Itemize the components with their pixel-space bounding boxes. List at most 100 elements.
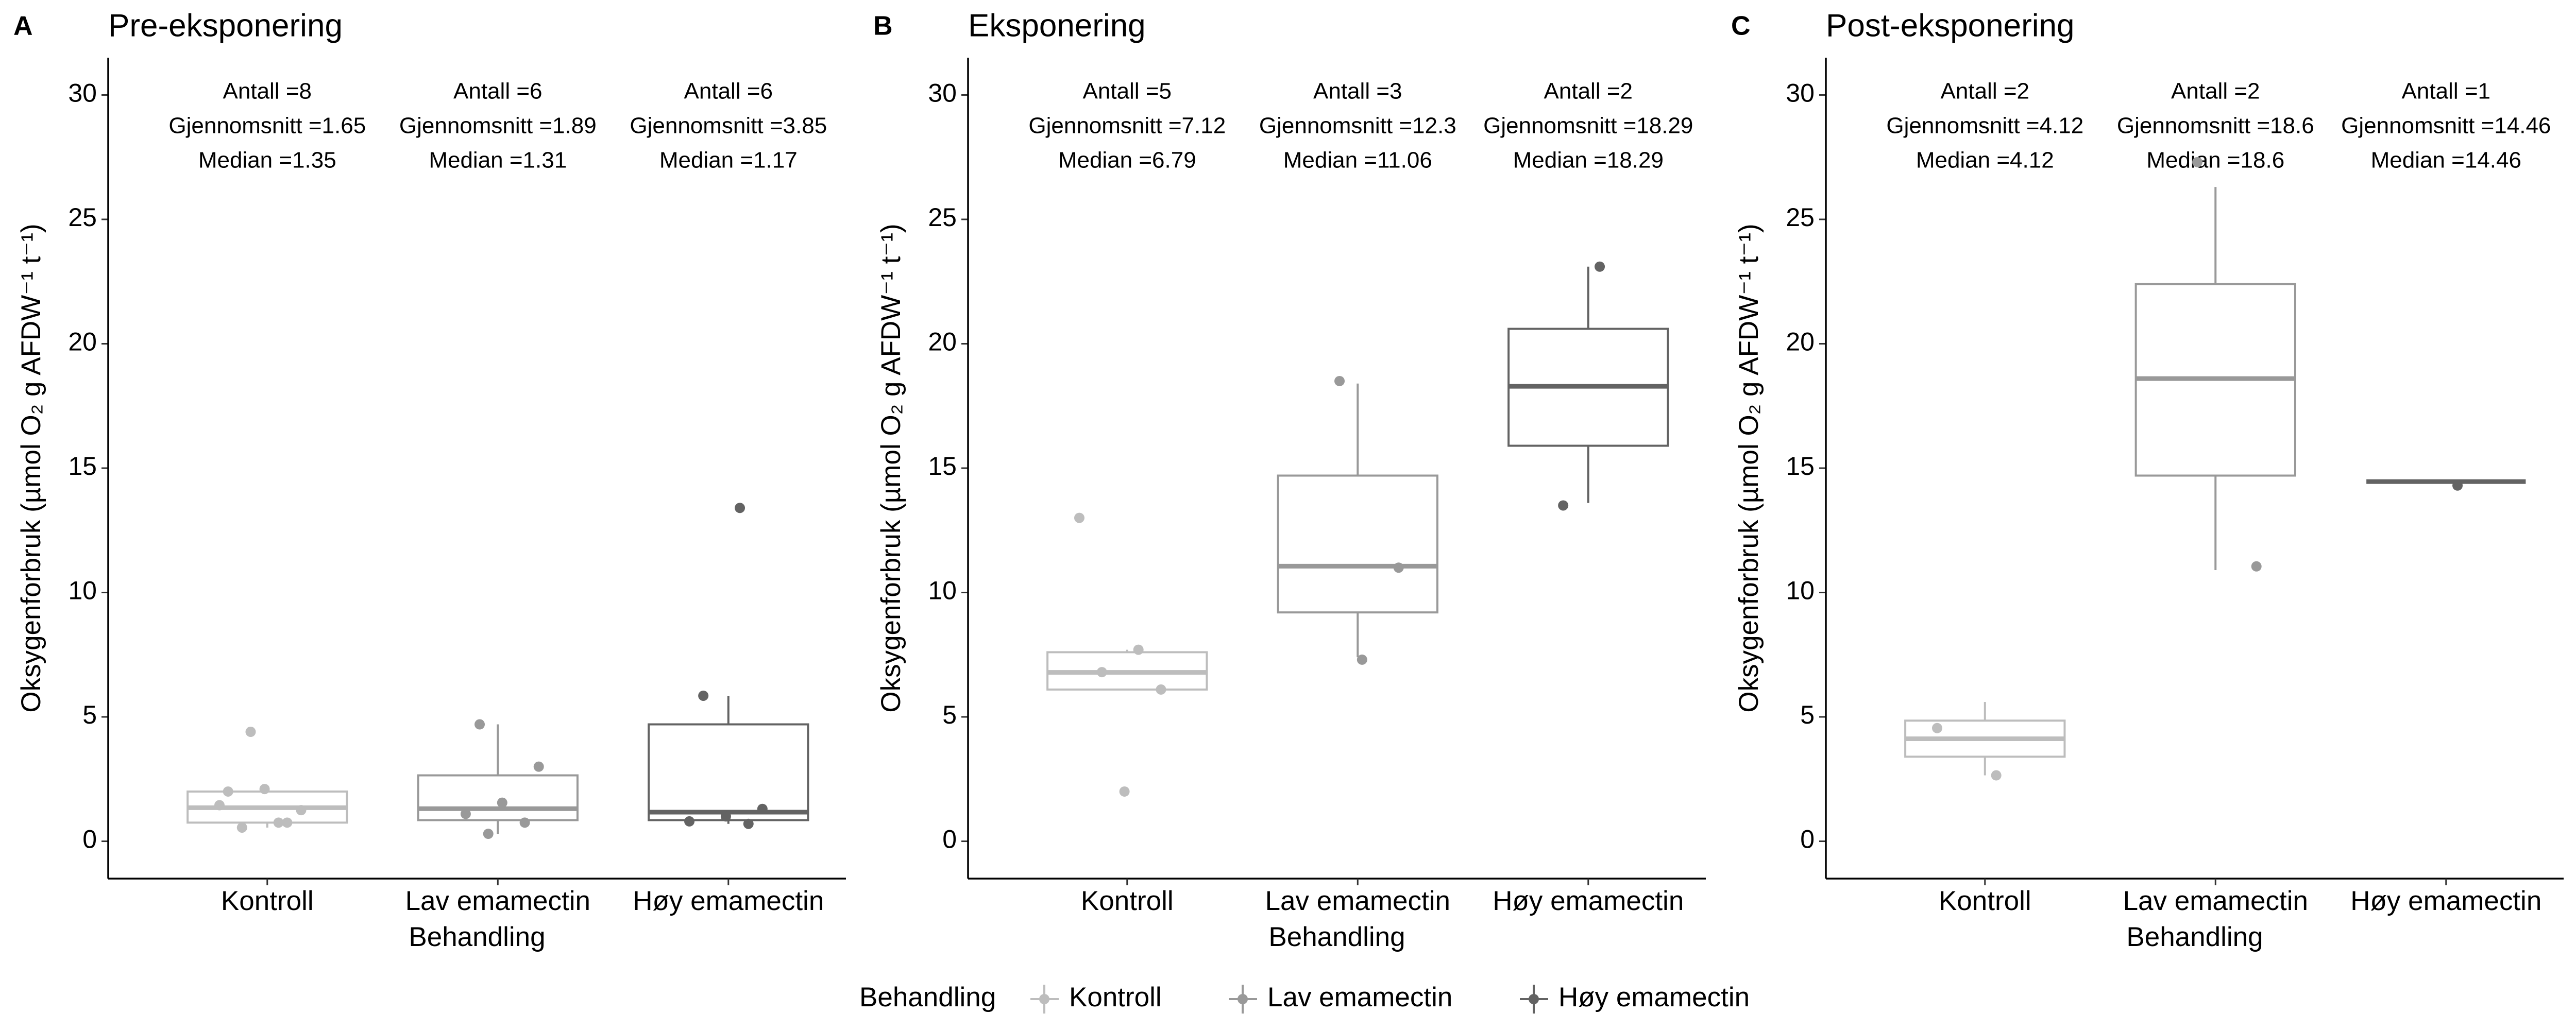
annotation: Antall =8 <box>223 79 312 104</box>
annotation: Gjennomsnitt =1.65 <box>168 113 366 139</box>
annotation: Antall =2 <box>1941 79 2029 104</box>
y-tick-label: 20 <box>68 328 97 356</box>
x-tick-label: Lav emamectin <box>405 886 590 916</box>
y-axis-label: Oksygenforbruk (µmol O₂ g AFDW⁻¹ t⁻¹) <box>876 224 906 712</box>
point <box>236 822 247 833</box>
point <box>296 805 307 816</box>
point <box>1931 723 1942 733</box>
point <box>1096 667 1107 678</box>
annotation: Gjennomsnitt =12.3 <box>1259 113 1456 139</box>
y-tick-label: 5 <box>942 700 957 729</box>
annotation: Gjennomsnitt =18.29 <box>1483 113 1693 139</box>
annotation: Median =1.31 <box>429 148 567 173</box>
y-tick-label: 10 <box>928 576 957 605</box>
annotation: Antall =2 <box>1544 79 1633 104</box>
annotation: Median =6.79 <box>1058 148 1196 173</box>
legend-key <box>1238 994 1248 1004</box>
point <box>1156 684 1166 695</box>
panel-title: Pre-eksponering <box>108 8 343 43</box>
y-tick-label: 0 <box>1800 825 1815 854</box>
y-tick-label: 20 <box>928 328 957 356</box>
annotation: Gjennomsnitt =4.12 <box>1886 113 2083 139</box>
annotation: Gjennomsnitt =1.89 <box>399 113 597 139</box>
point <box>735 503 745 513</box>
point <box>1357 654 1367 665</box>
point <box>1393 562 1404 573</box>
annotation: Median =1.17 <box>659 148 798 173</box>
annotation: Gjennomsnitt =14.46 <box>2341 113 2551 139</box>
y-tick-label: 25 <box>928 203 957 232</box>
x-tick-label: Lav emamectin <box>1265 886 1450 916</box>
point <box>720 811 731 822</box>
y-tick-label: 0 <box>82 825 97 854</box>
annotation: Antall =1 <box>2402 79 2490 104</box>
x-axis-label: Behandling <box>409 922 545 952</box>
annotation: Antall =3 <box>1313 79 1402 104</box>
panel-title: Post-eksponering <box>1826 8 2075 43</box>
annotation: Median =11.06 <box>1283 148 1432 173</box>
box <box>417 774 579 821</box>
point <box>2251 561 2262 572</box>
point <box>1074 512 1084 523</box>
point <box>223 786 233 797</box>
y-tick-label: 25 <box>68 203 97 232</box>
point <box>533 761 544 772</box>
panel-letter: B <box>873 11 893 41</box>
y-tick-label: 10 <box>68 576 97 605</box>
x-tick-label: Kontroll <box>221 886 314 916</box>
y-axis-label: Oksygenforbruk (µmol O₂ g AFDW⁻¹ t⁻¹) <box>1734 224 1764 712</box>
point <box>497 797 507 808</box>
point <box>483 829 494 839</box>
point <box>245 727 256 737</box>
y-axis-label: Oksygenforbruk (µmol O₂ g AFDW⁻¹ t⁻¹) <box>16 224 46 712</box>
legend-label: Kontroll <box>1069 982 1162 1012</box>
panel-title: Eksponering <box>968 8 1146 43</box>
x-tick-label: Høy emamectin <box>1493 886 1684 916</box>
legend-label: Lav emamectin <box>1267 982 1452 1012</box>
annotation: Median =18.29 <box>1513 148 1664 173</box>
y-tick-label: 15 <box>68 452 97 480</box>
point <box>519 817 530 828</box>
point <box>474 719 485 730</box>
box <box>648 723 809 821</box>
point <box>273 817 284 828</box>
annotation: Antall =2 <box>2171 79 2260 104</box>
annotation: Median =1.35 <box>198 148 336 173</box>
legend-key <box>1529 994 1539 1004</box>
point <box>2192 157 2203 167</box>
x-tick-label: Lav emamectin <box>2123 886 2308 916</box>
x-tick-label: Kontroll <box>1939 886 2031 916</box>
x-tick-label: Kontroll <box>1081 886 1174 916</box>
y-tick-label: 5 <box>1800 700 1815 729</box>
point <box>282 817 293 828</box>
y-tick-label: 15 <box>928 452 957 480</box>
point <box>743 818 754 829</box>
point <box>214 800 225 811</box>
legend-label: Høy emamectin <box>1558 982 1750 1012</box>
x-axis-label: Behandling <box>2126 922 2263 952</box>
y-tick-label: 25 <box>1786 203 1815 232</box>
legend-title: Behandling <box>859 982 996 1012</box>
legend-key <box>1039 994 1049 1004</box>
x-tick-label: Høy emamectin <box>633 886 824 916</box>
point <box>684 816 695 827</box>
annotation: Gjennomsnitt =3.85 <box>630 113 827 139</box>
annotation: Median =18.6 <box>2146 148 2284 173</box>
point <box>1119 786 1130 797</box>
annotation: Gjennomsnitt =7.12 <box>1028 113 1226 139</box>
point <box>1991 770 2002 781</box>
y-tick-label: 20 <box>1786 328 1815 356</box>
panel-letter: C <box>1731 11 1751 41</box>
y-tick-label: 15 <box>1786 452 1815 480</box>
point <box>698 690 709 701</box>
x-axis-label: Behandling <box>1268 922 1405 952</box>
annotation: Antall =5 <box>1083 79 1172 104</box>
point <box>1558 500 1569 511</box>
y-tick-label: 10 <box>1786 576 1815 605</box>
x-tick-label: Høy emamectin <box>2350 886 2541 916</box>
point <box>1334 375 1345 386</box>
point <box>1133 644 1144 655</box>
panel-letter: A <box>13 11 33 41</box>
point <box>757 803 768 814</box>
